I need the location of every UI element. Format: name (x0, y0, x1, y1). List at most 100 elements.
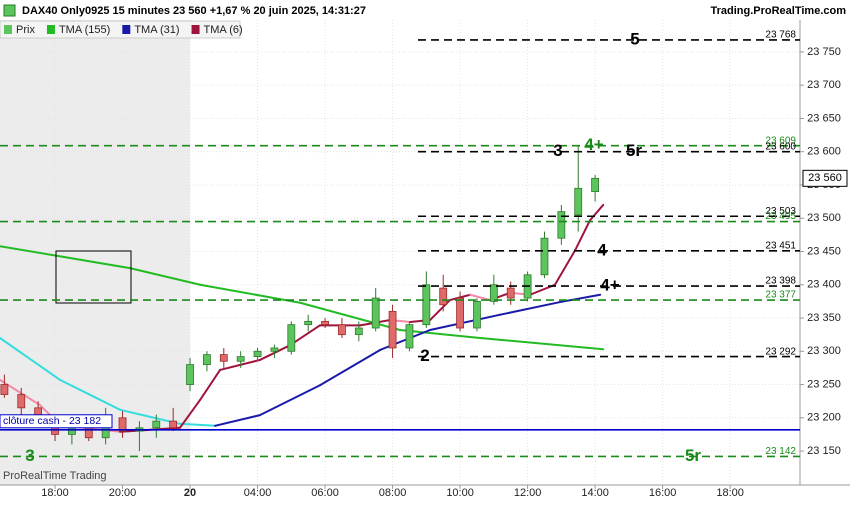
ma-line (0, 336, 62, 381)
candle-body (473, 300, 481, 329)
ma-line (469, 293, 492, 302)
legend-bg (0, 20, 241, 39)
candle-body (287, 324, 296, 352)
y-tick-label: 23 500 (807, 212, 841, 224)
y-tick-label: 23 600 (807, 146, 841, 158)
level-label: 23 503 (765, 206, 796, 217)
level-annotation: 3 (553, 141, 562, 160)
ma-line (178, 422, 217, 427)
legend-swatch (122, 25, 131, 34)
level-label: 23 451 (765, 240, 796, 251)
candle-body (186, 364, 194, 385)
level-label: 23 292 (765, 346, 796, 357)
legend-label: TMA (31) (134, 24, 179, 36)
ma-line (499, 301, 561, 316)
header (0, 0, 850, 20)
last-price-box (802, 169, 848, 187)
x-tick-label: 14:00 (581, 487, 609, 499)
candle-body (388, 310, 397, 349)
legend-label: TMA (6) (204, 24, 243, 36)
ma-line (479, 336, 605, 351)
level-annotation: 5 (630, 29, 639, 48)
ma-line (299, 301, 401, 331)
level-label: 23 377 (765, 290, 796, 301)
ma-line (0, 378, 42, 407)
chart-title: DAX40 Only0925 15 minutes 23 560 +1,67 %… (22, 5, 366, 17)
candle-body (506, 287, 515, 299)
level-annotation: 3 (25, 446, 34, 465)
candle-body (422, 284, 431, 326)
close-cash-box (0, 414, 113, 429)
footer: ProRealTime Trading (3, 470, 107, 482)
y-tick-label: 23 150 (807, 445, 841, 457)
candle-body (540, 237, 549, 276)
ma-line (574, 219, 592, 252)
y-tick-label: 23 650 (807, 112, 841, 124)
y-tick-label: 23 200 (807, 412, 841, 424)
level-annotation: 5r (626, 141, 642, 160)
level-label: 23 398 (765, 276, 796, 287)
level-annotation: 4 (597, 240, 607, 259)
close-cash-label: clôture cash - 23 182 (3, 415, 101, 427)
x-tick-label: 10:00 (446, 487, 474, 499)
ma-line (59, 378, 122, 411)
ma-line (199, 283, 302, 304)
ma-line (553, 249, 577, 286)
candle-body (371, 297, 380, 329)
candle-body (321, 320, 329, 326)
x-tick-label: 04:00 (244, 487, 272, 499)
candle-body (67, 427, 76, 435)
candle-body (169, 420, 178, 429)
candle-body (304, 320, 313, 326)
ma-line (319, 348, 382, 387)
y-tick-label: 23 250 (807, 378, 841, 390)
candle-body (574, 187, 583, 216)
candle-body (439, 287, 448, 306)
x-tick-label: 16:00 (649, 487, 677, 499)
x-tick-label: 12:00 (514, 487, 542, 499)
legend-label: TMA (155) (59, 24, 110, 36)
candle-body (118, 417, 127, 432)
y-tick-label: 23 700 (807, 79, 841, 91)
last-price-label: 23 560 (808, 172, 842, 184)
candle-body (489, 284, 498, 302)
candle-body (219, 354, 228, 362)
level-annotation: 4+ (600, 276, 619, 295)
level-label: 23 600 (765, 141, 796, 152)
ma-line (258, 384, 321, 417)
candle-body (270, 347, 279, 352)
ma-line (589, 203, 605, 222)
y-tick-label: 23 400 (807, 279, 841, 291)
level-annotation: 5r (685, 446, 701, 465)
ma-line (429, 313, 502, 331)
candle-body (338, 324, 346, 336)
zone-box (55, 250, 132, 304)
candle-body (557, 211, 566, 239)
level-label: 23 495 (765, 211, 796, 222)
ma-line (258, 344, 291, 361)
y-tick-label: 23 300 (807, 345, 841, 357)
candle-body (203, 354, 211, 365)
level-label: 23 768 (765, 30, 796, 41)
level-annotation: 2 (420, 346, 429, 365)
chart-icon (3, 4, 16, 17)
ma-line (199, 368, 222, 401)
x-tick-label: 20:00 (109, 487, 137, 499)
level-label: 23 609 (765, 135, 796, 146)
level-label: 23 142 (765, 446, 796, 457)
legend-swatch (4, 25, 12, 34)
ma-line (0, 245, 131, 270)
level-annotation: 4+ (584, 135, 603, 154)
ma-line (379, 329, 432, 351)
candle-body (456, 297, 464, 329)
x-tick-label: 08:00 (379, 487, 407, 499)
candle-body (17, 394, 26, 409)
candle-body (152, 420, 161, 429)
legend-swatch (46, 25, 55, 34)
candle-body (354, 327, 363, 336)
ma-line (128, 267, 202, 286)
x-tick-label: 18:00 (716, 487, 744, 499)
x-tick-label: 06:00 (311, 487, 339, 499)
y-tick-label: 23 350 (807, 312, 841, 324)
